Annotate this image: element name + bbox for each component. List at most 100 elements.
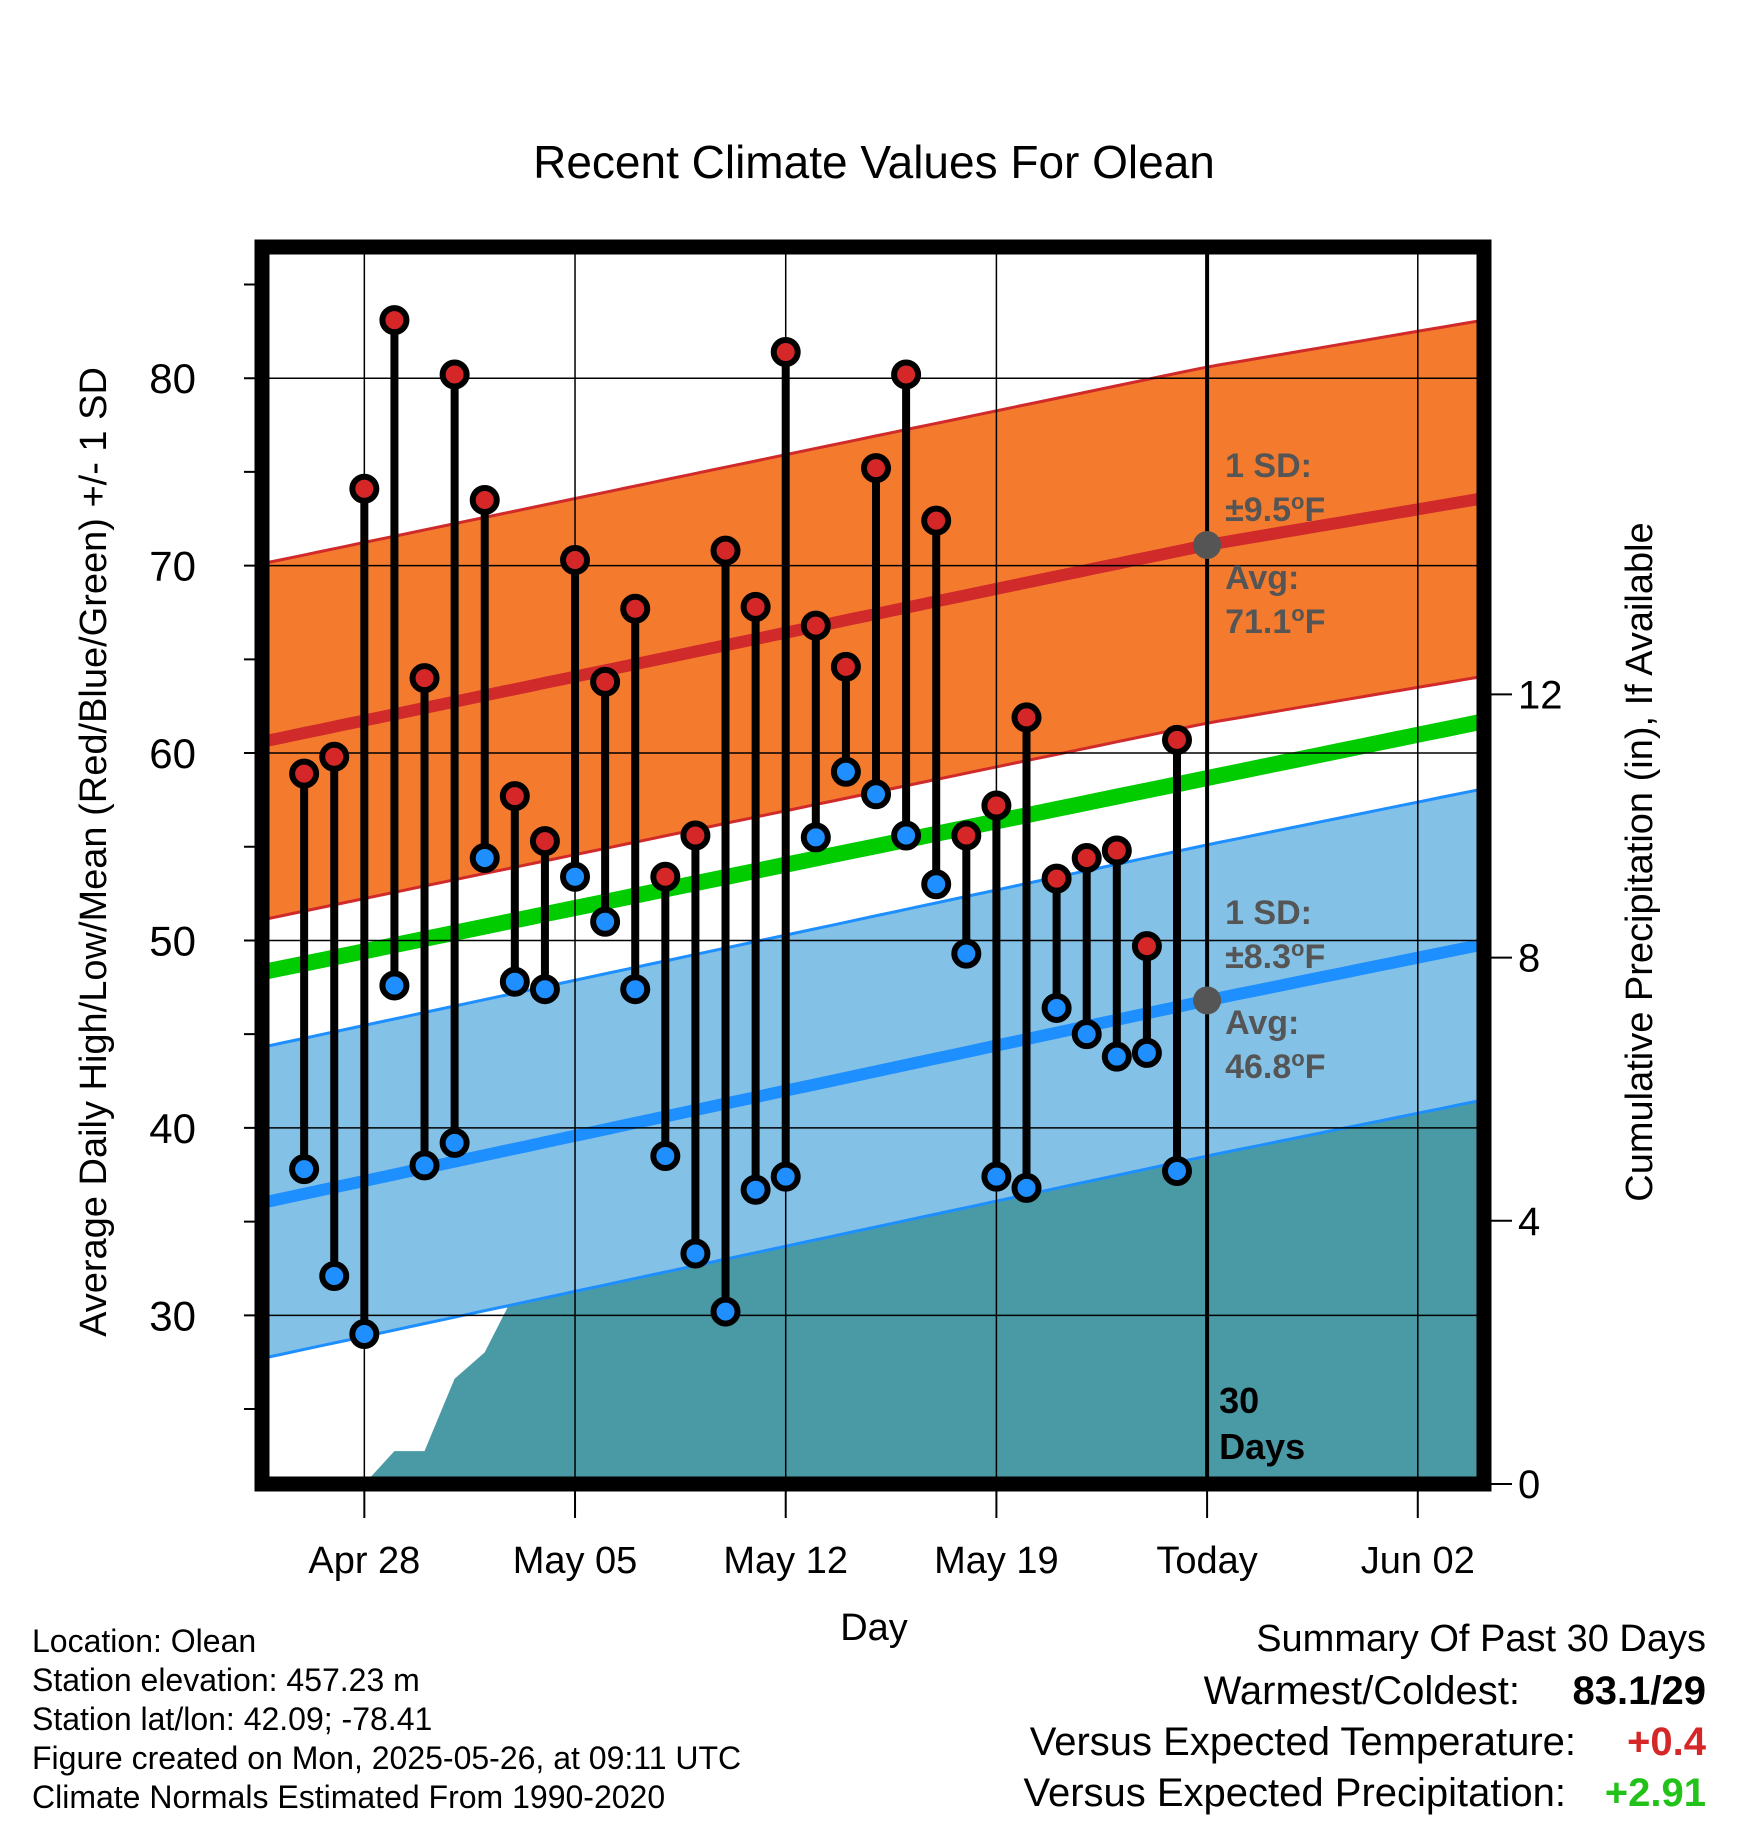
daily-low-marker	[710, 1296, 741, 1327]
daily-low-marker	[891, 820, 922, 851]
daily-low-marker	[680, 1238, 711, 1269]
normal-low-today-marker	[1193, 986, 1222, 1015]
daily-high-marker	[770, 336, 801, 367]
daily-high-marker	[1011, 702, 1042, 733]
low-avg-value: 46.8oF	[1225, 1046, 1325, 1086]
daily-low-marker	[1041, 992, 1072, 1023]
temp-label: Versus Expected Temperature:	[1029, 1720, 1576, 1764]
daily-low-marker	[1071, 1019, 1102, 1050]
x-axis-label: Day	[840, 1607, 908, 1649]
daily-high-marker	[861, 453, 892, 484]
summary-heading: Summary Of Past 30 Days	[1256, 1618, 1706, 1660]
daily-low-marker	[861, 779, 892, 810]
daily-high-marker	[1101, 835, 1132, 866]
plot-frame	[254, 239, 1492, 1492]
daily-low-marker	[620, 974, 651, 1005]
y-tick-label: 40	[149, 1105, 196, 1152]
daily-high-marker	[951, 820, 982, 851]
daily-low-marker	[650, 1141, 681, 1172]
daily-low-marker	[1011, 1172, 1042, 1203]
daily-high-marker	[319, 741, 350, 772]
daily-low-marker	[770, 1161, 801, 1192]
warm-cold-value: 83.1/29	[1572, 1669, 1706, 1713]
precip-row: Versus Expected Precipitation: +2.91	[806, 1771, 1706, 1822]
high-sd-heading: 1 SD:	[1225, 447, 1312, 485]
x-tick-label: Today	[1156, 1540, 1257, 1582]
daily-high-marker	[981, 790, 1012, 821]
daily-high-marker	[650, 861, 681, 892]
high-avg-heading: Avg:	[1225, 559, 1299, 597]
daily-high-marker	[891, 359, 922, 390]
y2-axis-label: Cumulative Precipitation (in), If Availa…	[1619, 522, 1661, 1201]
x-tick-label: May 19	[934, 1540, 1059, 1582]
daily-low-marker	[349, 1319, 380, 1350]
daily-high-marker	[1071, 843, 1102, 874]
normal-low-line	[262, 938, 1484, 1209]
x-tick-label: May 05	[513, 1540, 638, 1582]
daily-low-marker	[1131, 1037, 1162, 1068]
daily-high-marker	[800, 610, 831, 641]
daily-high-marker	[740, 591, 771, 622]
daily-high-marker	[499, 781, 530, 812]
daily-high-marker	[409, 663, 440, 694]
daily-high-marker	[590, 666, 621, 697]
daily-low-marker	[800, 822, 831, 853]
warm-cold-label: Warmest/Coldest:	[1203, 1669, 1520, 1713]
low-avg-heading: Avg:	[1225, 1004, 1299, 1042]
daily-low-marker	[319, 1260, 350, 1291]
daily-low-marker	[289, 1154, 320, 1185]
plot-area: 1 SD: ±9.5oF Avg: 71.1oF 1 SD: ±8.3oF Avg: 46.8…	[149, 239, 1563, 1582]
daily-low-marker	[1101, 1041, 1132, 1072]
daily-low-marker	[951, 938, 982, 969]
daily-low-marker	[439, 1127, 470, 1158]
precip-value: +2.91	[1604, 1771, 1706, 1815]
y-tick-label: 30	[149, 1292, 196, 1339]
chart-title: Recent Climate Values For Olean	[533, 136, 1215, 188]
summary-panel: Summary Of Past 30 Days Warmest/Coldest:…	[806, 1618, 1706, 1822]
plot-content: 1 SD: ±9.5oF Avg: 71.1oF 1 SD: ±8.3oF Avg: 46.8…	[262, 247, 1484, 1484]
daily-low-marker	[560, 861, 591, 892]
daily-low-marker	[740, 1174, 771, 1205]
y2-tick-label: 4	[1518, 1200, 1540, 1244]
daily-high-marker	[620, 593, 651, 624]
daily-high-marker	[560, 544, 591, 575]
daily-high-marker	[1161, 724, 1192, 755]
daily-high-marker	[439, 359, 470, 390]
daily-low-marker	[590, 906, 621, 937]
precipitation-area	[364, 1069, 1484, 1484]
daily-high-marker	[830, 651, 861, 682]
low-sd-heading: 1 SD:	[1225, 894, 1312, 932]
daily-high-marker	[680, 820, 711, 851]
created-text: Figure created on Mon, 2025-05-26, at 09…	[32, 1740, 742, 1776]
y2-tick-label: 0	[1518, 1463, 1540, 1507]
daily-low-marker	[379, 970, 410, 1001]
temp-value: +0.4	[1627, 1720, 1706, 1764]
y-tick-label: 60	[149, 730, 196, 777]
days-word-label: Days	[1219, 1426, 1305, 1467]
y2-tick-label: 12	[1518, 673, 1563, 717]
high-band-upper-edge	[262, 318, 1484, 566]
daily-low-marker	[1161, 1156, 1192, 1187]
station-metadata: Location: Olean Station elevation: 457.2…	[32, 1622, 741, 1817]
daily-low-marker	[409, 1150, 440, 1181]
temp-row: Versus Expected Temperature: +0.4	[806, 1720, 1706, 1771]
y-tick-label: 80	[149, 355, 196, 402]
low-band-upper-edge	[262, 787, 1484, 1049]
daily-high-marker	[529, 826, 560, 857]
daily-low-marker	[499, 966, 530, 997]
warm-cold-row: Warmest/Coldest: 83.1/29	[806, 1669, 1706, 1720]
precip-label: Versus Expected Precipitation:	[1023, 1771, 1566, 1815]
normals-text: Climate Normals Estimated From 1990-2020	[32, 1779, 666, 1815]
daily-high-marker	[921, 505, 952, 536]
x-tick-label: Apr 28	[308, 1540, 420, 1582]
daily-low-marker	[981, 1161, 1012, 1192]
days-count-label: 30	[1219, 1380, 1259, 1421]
daily-low-marker	[830, 756, 861, 787]
daily-high-marker	[1041, 863, 1072, 894]
y-tick-label: 70	[149, 543, 196, 590]
high-sd-value: ±9.5oF	[1225, 489, 1325, 529]
daily-high-marker	[469, 485, 500, 516]
daily-low-marker	[529, 974, 560, 1005]
x-tick-label: May 12	[723, 1540, 848, 1582]
